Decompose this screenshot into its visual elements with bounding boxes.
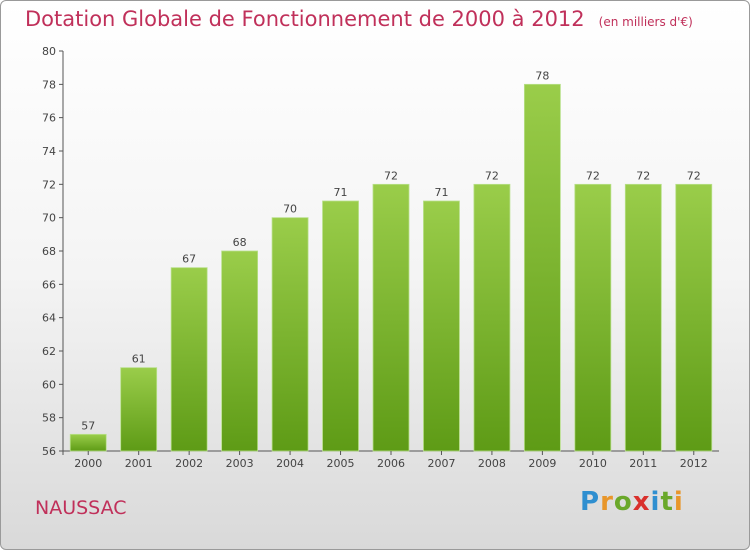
x-tick-label: 2002 <box>175 457 203 470</box>
bar <box>120 367 158 452</box>
logo-letter: r <box>600 487 614 517</box>
logo-letter: o <box>613 487 633 517</box>
y-tick-label: 72 <box>42 178 56 191</box>
bar-value-label: 68 <box>233 236 247 249</box>
proxiti-logo: Proxiti <box>580 487 684 517</box>
bar <box>271 217 309 452</box>
bar <box>675 183 713 452</box>
bar-value-label: 61 <box>132 353 146 366</box>
bar <box>372 183 410 452</box>
logo-letter: t <box>660 487 674 517</box>
bar <box>523 83 561 452</box>
y-tick-label: 60 <box>42 378 56 391</box>
logo-letter: i <box>673 487 684 517</box>
bar <box>221 250 259 452</box>
y-tick-label: 68 <box>42 245 56 258</box>
y-tick-label: 56 <box>42 445 56 458</box>
x-tick-label: 2011 <box>629 457 657 470</box>
bar <box>574 183 612 452</box>
y-tick-label: 74 <box>42 145 56 158</box>
x-tick-label: 2007 <box>427 457 455 470</box>
commune-name: NAUSSAC <box>35 497 127 519</box>
bar <box>322 200 359 452</box>
y-tick-label: 62 <box>42 345 56 358</box>
bar-value-label: 78 <box>535 69 549 82</box>
bar <box>170 267 208 452</box>
bar-value-label: 72 <box>384 169 398 182</box>
x-tick-label: 2001 <box>125 457 153 470</box>
bar-value-label: 71 <box>434 186 448 199</box>
bar-value-label: 70 <box>283 203 297 216</box>
bar <box>473 183 511 452</box>
y-tick-label: 66 <box>42 278 56 291</box>
logo-letter: i <box>650 487 661 517</box>
x-tick-label: 2012 <box>680 457 708 470</box>
bar <box>69 433 107 452</box>
chart-title-text: Dotation Globale de Fonctionnement de 20… <box>25 7 585 31</box>
logo-letter: P <box>580 487 601 517</box>
y-tick-label: 76 <box>42 112 56 125</box>
bar-value-label: 57 <box>81 419 95 432</box>
chart-title-unit: (en milliers d'€) <box>598 15 693 29</box>
x-tick-label: 2000 <box>74 457 102 470</box>
bar-value-label: 67 <box>182 253 196 266</box>
x-tick-label: 2003 <box>226 457 254 470</box>
bar <box>624 183 662 452</box>
bar <box>423 200 460 452</box>
bar-value-label: 72 <box>485 169 499 182</box>
x-tick-label: 2005 <box>327 457 355 470</box>
x-tick-label: 2008 <box>478 457 506 470</box>
y-tick-label: 70 <box>42 212 56 225</box>
y-tick-label: 78 <box>42 78 56 91</box>
x-tick-label: 2010 <box>579 457 607 470</box>
bar-value-label: 72 <box>586 169 600 182</box>
y-tick-label: 64 <box>42 312 56 325</box>
y-tick-label: 58 <box>42 412 56 425</box>
bar-value-label: 71 <box>334 186 348 199</box>
chart-title: Dotation Globale de Fonctionnement de 20… <box>25 7 693 31</box>
logo-letter: x <box>632 487 651 517</box>
bar-value-label: 72 <box>687 169 701 182</box>
x-tick-label: 2004 <box>276 457 304 470</box>
x-tick-label: 2009 <box>528 457 556 470</box>
y-tick-label: 80 <box>42 45 56 58</box>
bar-value-label: 72 <box>636 169 650 182</box>
x-tick-label: 2006 <box>377 457 405 470</box>
